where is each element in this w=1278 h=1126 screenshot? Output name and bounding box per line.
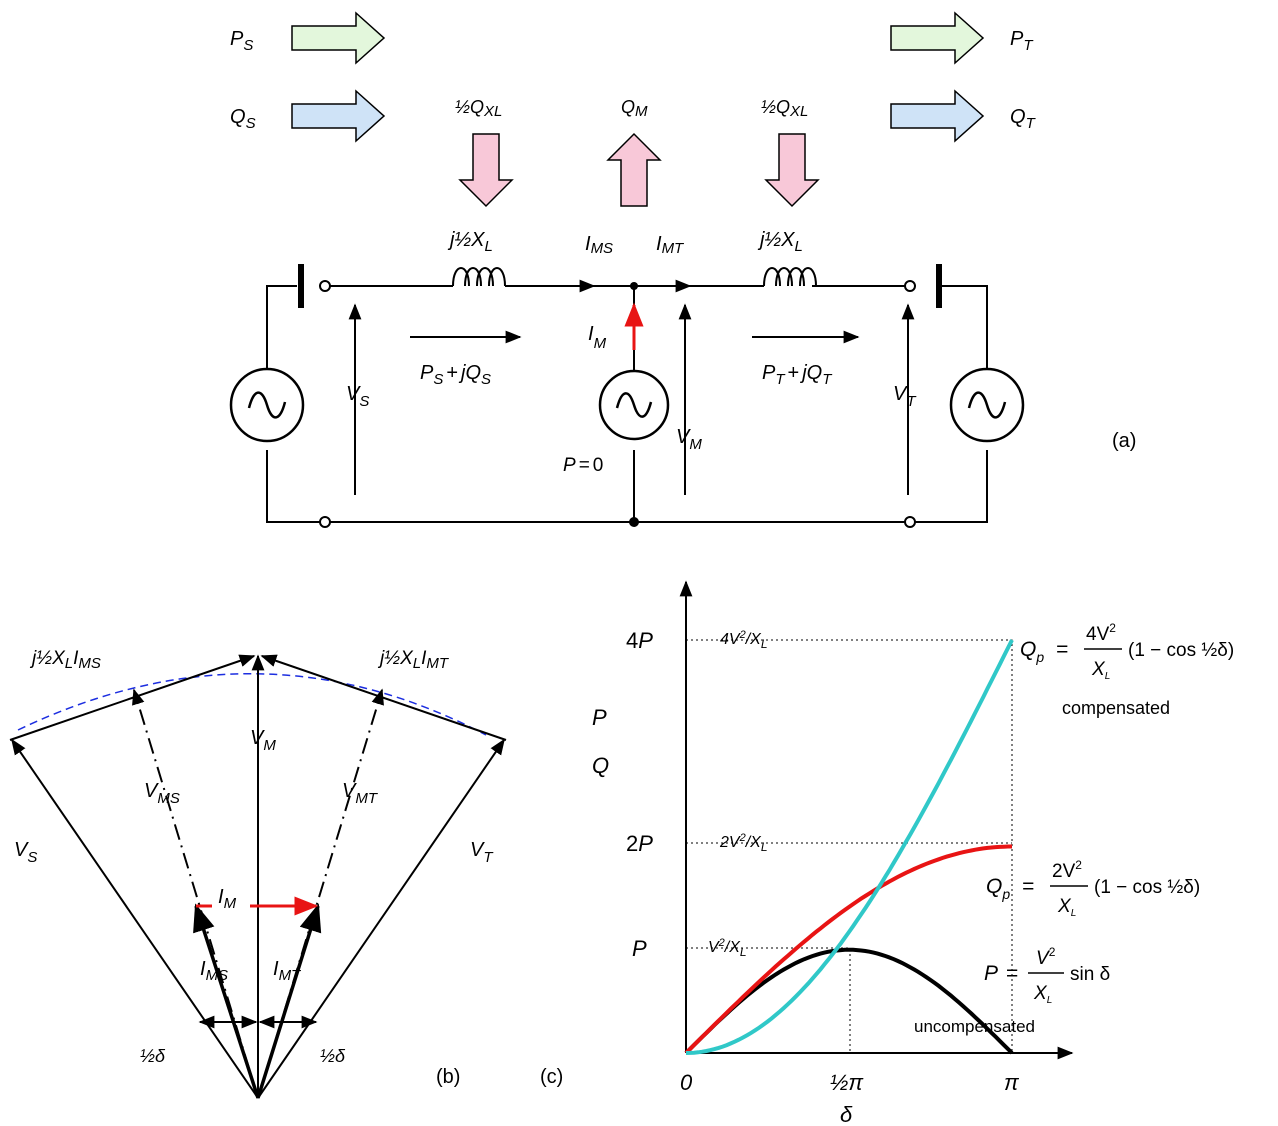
panel-b-label: (b)	[436, 1066, 460, 1088]
svg-text:V2: V2	[1036, 945, 1056, 969]
qt-label: QT	[1010, 106, 1037, 132]
power-t-label: PT + jQT	[762, 362, 833, 388]
svg-text:Qp=: Qp =	[986, 875, 1034, 902]
vs-phasor	[11, 738, 259, 1099]
curve-qp-2v2	[684, 844, 1012, 1055]
p-zero-label: P = 0	[563, 455, 603, 476]
pt-flow-arrow	[890, 11, 985, 65]
terminal	[319, 280, 331, 292]
circuit-diagram: j½XL j½XL IMS IMT IM VS VM VT PS + jQS PT +…	[229, 229, 1136, 528]
note-compensated: compensated	[1062, 698, 1170, 718]
imt-phasor	[256, 903, 322, 1099]
bus-bar-left	[298, 264, 304, 308]
ps-label: PS	[230, 28, 253, 54]
guide-label-4v2: 4V2/XL	[720, 629, 768, 651]
ims-phasor	[193, 903, 260, 1099]
half-delta-left-label: ½δ	[140, 1046, 166, 1066]
im-phasor-label: IM	[218, 886, 237, 912]
qm-label: QM	[621, 97, 648, 120]
left-wire	[266, 285, 297, 380]
vm-phasor-label: VM	[250, 727, 276, 754]
qxl-right-label: ½QXL	[761, 97, 808, 120]
inductor-left-icon	[452, 267, 506, 287]
terminal	[904, 280, 916, 292]
ac-source-right-icon	[949, 367, 1025, 443]
equation-compensated: Qp = 4V2 XL (1 − cos ½δ) compensated	[1020, 621, 1234, 718]
reactance-left-label: j½XL	[447, 229, 493, 255]
ps-flow-arrow	[291, 11, 386, 65]
guide-label-2v2: 2V2/XL	[719, 832, 768, 854]
junction-dot	[629, 517, 639, 527]
x-tick-half-pi: ½π	[830, 1070, 864, 1095]
y-axis-label-q: Q	[592, 753, 609, 778]
drop-mt-label: j½XLIMT	[377, 648, 450, 672]
bus-bar-right	[936, 264, 942, 308]
x-tick-pi: π	[1004, 1070, 1020, 1095]
y-axis-label-p: P	[592, 705, 607, 730]
i-mt-label: IMT	[656, 233, 685, 257]
drop-mt-phasor	[260, 654, 507, 741]
i-ms-label: IMS	[585, 233, 613, 257]
panel-c-label: (c)	[540, 1066, 563, 1088]
vt-phasor	[257, 738, 505, 1099]
svg-text:2V2: 2V2	[1052, 858, 1082, 882]
x-tick-0: 0	[680, 1070, 693, 1095]
equation-qp-2v2: Qp = 2V2 XL (1 − cos ½δ)	[986, 858, 1200, 919]
imt-phasor-label: IMT	[273, 958, 302, 984]
vs-phasor-label: VS	[14, 839, 37, 866]
svg-text:4V2: 4V2	[1086, 621, 1116, 645]
power-s-label: PS + jQS	[420, 362, 491, 388]
qs-label: QS	[230, 106, 256, 132]
x-axis-title: δ	[840, 1102, 853, 1126]
reactance-right-label: j½XL	[757, 229, 803, 255]
vmt-phasor-label: VMT	[342, 780, 379, 807]
vm-label: VM	[676, 426, 702, 453]
svg-text:(1 − cos ½δ): (1 − cos ½δ)	[1094, 877, 1200, 898]
drop-ms-label: j½XLIMS	[29, 648, 101, 672]
qxl-left-label: ½QXL	[455, 97, 502, 120]
equation-uncompensated: P = V2 XL sin δ uncompensated	[914, 945, 1110, 1036]
guide-label-v2: V2/XL	[708, 937, 747, 959]
vt-phasor-label: VT	[470, 839, 494, 866]
y-tick-4p: 4P	[626, 628, 653, 653]
svg-text:sin δ: sin δ	[1070, 964, 1110, 985]
curve-uncompensated	[684, 947, 1014, 1055]
svg-text:XL: XL	[1057, 896, 1076, 919]
y-tick-2p: 2P	[626, 831, 653, 856]
qxl-left-down-arrow	[458, 133, 514, 208]
curve-compensated	[685, 639, 1014, 1055]
vs-label: VS	[346, 383, 369, 410]
qm-up-arrow	[606, 132, 662, 207]
svg-text:P=: P =	[984, 962, 1018, 985]
svg-text:(1 − cos ½δ): (1 − cos ½δ)	[1128, 640, 1234, 661]
vt-label: VT	[893, 383, 917, 410]
vms-phasor-label: VMS	[144, 780, 180, 807]
i-m-label: IM	[588, 323, 607, 352]
pt-label: PT	[1010, 28, 1034, 54]
terminal	[319, 516, 331, 528]
svg-text:Qp=: Qp =	[1020, 638, 1068, 665]
qs-flow-arrow	[291, 89, 386, 143]
power-flow-arrows: PS QS PT QT ½QXL QM ½QXL	[230, 11, 1037, 208]
ac-source-left-icon	[229, 367, 305, 443]
y-tick-p: P	[632, 936, 647, 961]
half-delta-right-label: ½δ	[320, 1046, 346, 1066]
qxl-right-down-arrow	[764, 133, 820, 208]
inductor-right-icon	[763, 267, 817, 287]
svg-text:XL: XL	[1091, 659, 1110, 682]
ims-phasor-label: IMS	[200, 958, 228, 984]
drop-ms-phasor	[9, 654, 256, 741]
panel-a-label: (a)	[1112, 430, 1136, 452]
locus-arc	[17, 673, 487, 736]
note-uncompensated: uncompensated	[914, 1017, 1035, 1036]
terminal	[904, 516, 916, 528]
pq-delta-plot: (c) P Q P 2P 4P 0 ½π π δ 4V2/XL 2V2/XL V…	[540, 580, 1234, 1126]
phasor-diagram: j½XLIMS j½XLIMT VM VMS VMT VS VT IM IMS …	[9, 648, 507, 1099]
ac-source-middle-icon	[598, 369, 670, 441]
junction-dot	[630, 282, 638, 290]
qt-flow-arrow	[890, 89, 985, 143]
svg-text:XL: XL	[1033, 983, 1052, 1006]
